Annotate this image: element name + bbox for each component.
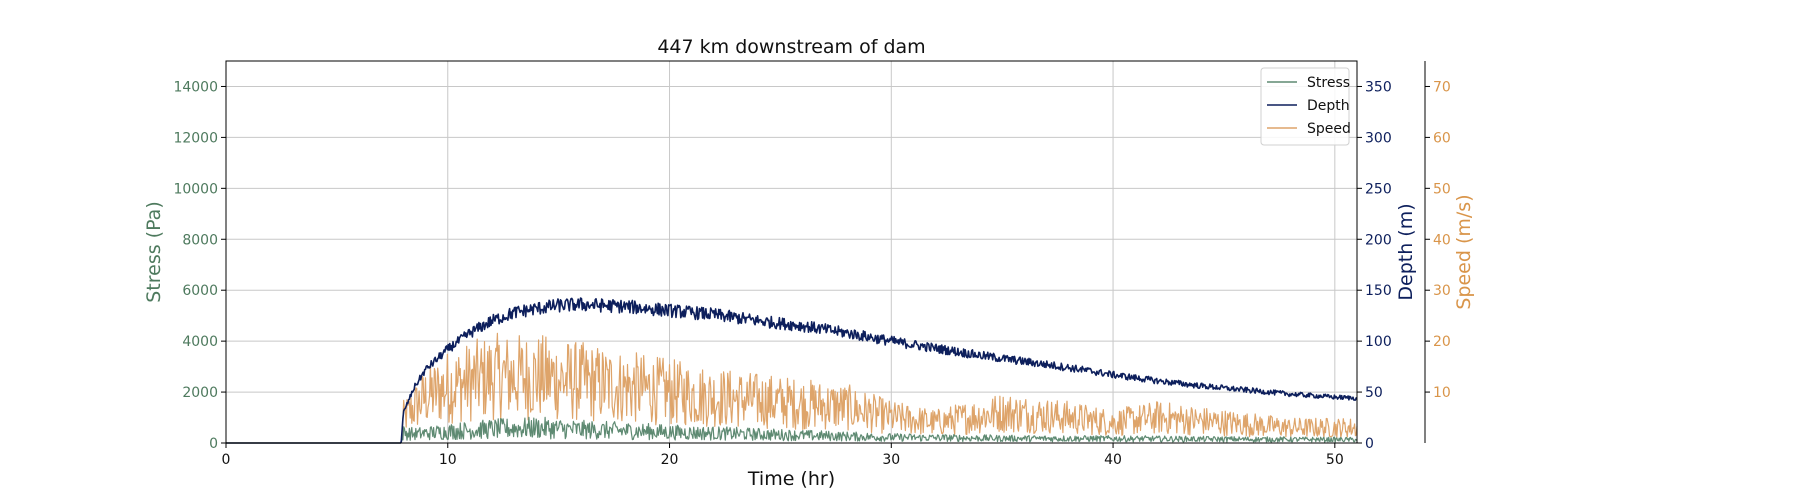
stress-axis-title: Stress (Pa)	[143, 201, 165, 303]
depth-tick-label: 100	[1365, 334, 1392, 350]
legend: Stress Depth Speed	[1260, 67, 1351, 146]
depth-tick-label: 200	[1365, 232, 1392, 248]
legend-box	[1260, 67, 1350, 146]
x-tick-label: 10	[439, 452, 457, 468]
depth-tick-label: 0	[1365, 436, 1374, 452]
depth-tick-label: 250	[1365, 181, 1392, 197]
stress-tick-label: 10000	[173, 181, 218, 197]
stress-tick-label: 0	[209, 436, 218, 452]
legend-label-speed: Speed	[1307, 121, 1351, 137]
x-tick-label: 20	[661, 452, 679, 468]
x-axis-title: Time (hr)	[747, 468, 835, 490]
stress-tick-label: 8000	[182, 232, 218, 248]
speed-tick-label: 40	[1433, 232, 1451, 248]
x-tick-label: 0	[222, 452, 231, 468]
depth-tick-label: 300	[1365, 130, 1392, 146]
series-line-depth	[226, 297, 1358, 444]
chart-title: 447 km downstream of dam	[657, 36, 925, 58]
stress-tick-label: 14000	[173, 79, 218, 95]
speed-tick-label: 20	[1433, 334, 1451, 350]
x-tick-label: 40	[1104, 452, 1122, 468]
speed-axis-title: Speed (m/s)	[1453, 194, 1475, 309]
legend-label-depth: Depth	[1307, 98, 1350, 114]
depth-tick-label: 150	[1365, 283, 1392, 299]
x-tick-label: 50	[1326, 452, 1344, 468]
series-line-speed	[226, 332, 1358, 444]
series-line-stress	[226, 416, 1358, 444]
speed-tick-label: 50	[1433, 181, 1451, 197]
depth-axis-title: Depth (m)	[1395, 203, 1417, 300]
stress-tick-label: 12000	[173, 130, 218, 146]
axes-layer: 0 10 20 30 40 5002000400060008000100001200014…	[143, 61, 1475, 468]
stress-tick-label: 6000	[182, 283, 218, 299]
stress-tick-label: 4000	[182, 334, 218, 350]
stress-tick-label: 2000	[182, 385, 218, 401]
speed-tick-label: 30	[1433, 283, 1451, 299]
x-tick-label: 30	[882, 452, 900, 468]
legend-label-stress: Stress	[1307, 75, 1350, 91]
speed-tick-label: 10	[1433, 385, 1451, 401]
series-layer	[226, 297, 1358, 444]
depth-tick-label: 50	[1365, 385, 1383, 401]
depth-tick-label: 350	[1365, 79, 1392, 95]
speed-tick-label: 60	[1433, 130, 1451, 146]
speed-tick-label: 70	[1433, 79, 1451, 95]
plot-frame	[225, 60, 1358, 444]
